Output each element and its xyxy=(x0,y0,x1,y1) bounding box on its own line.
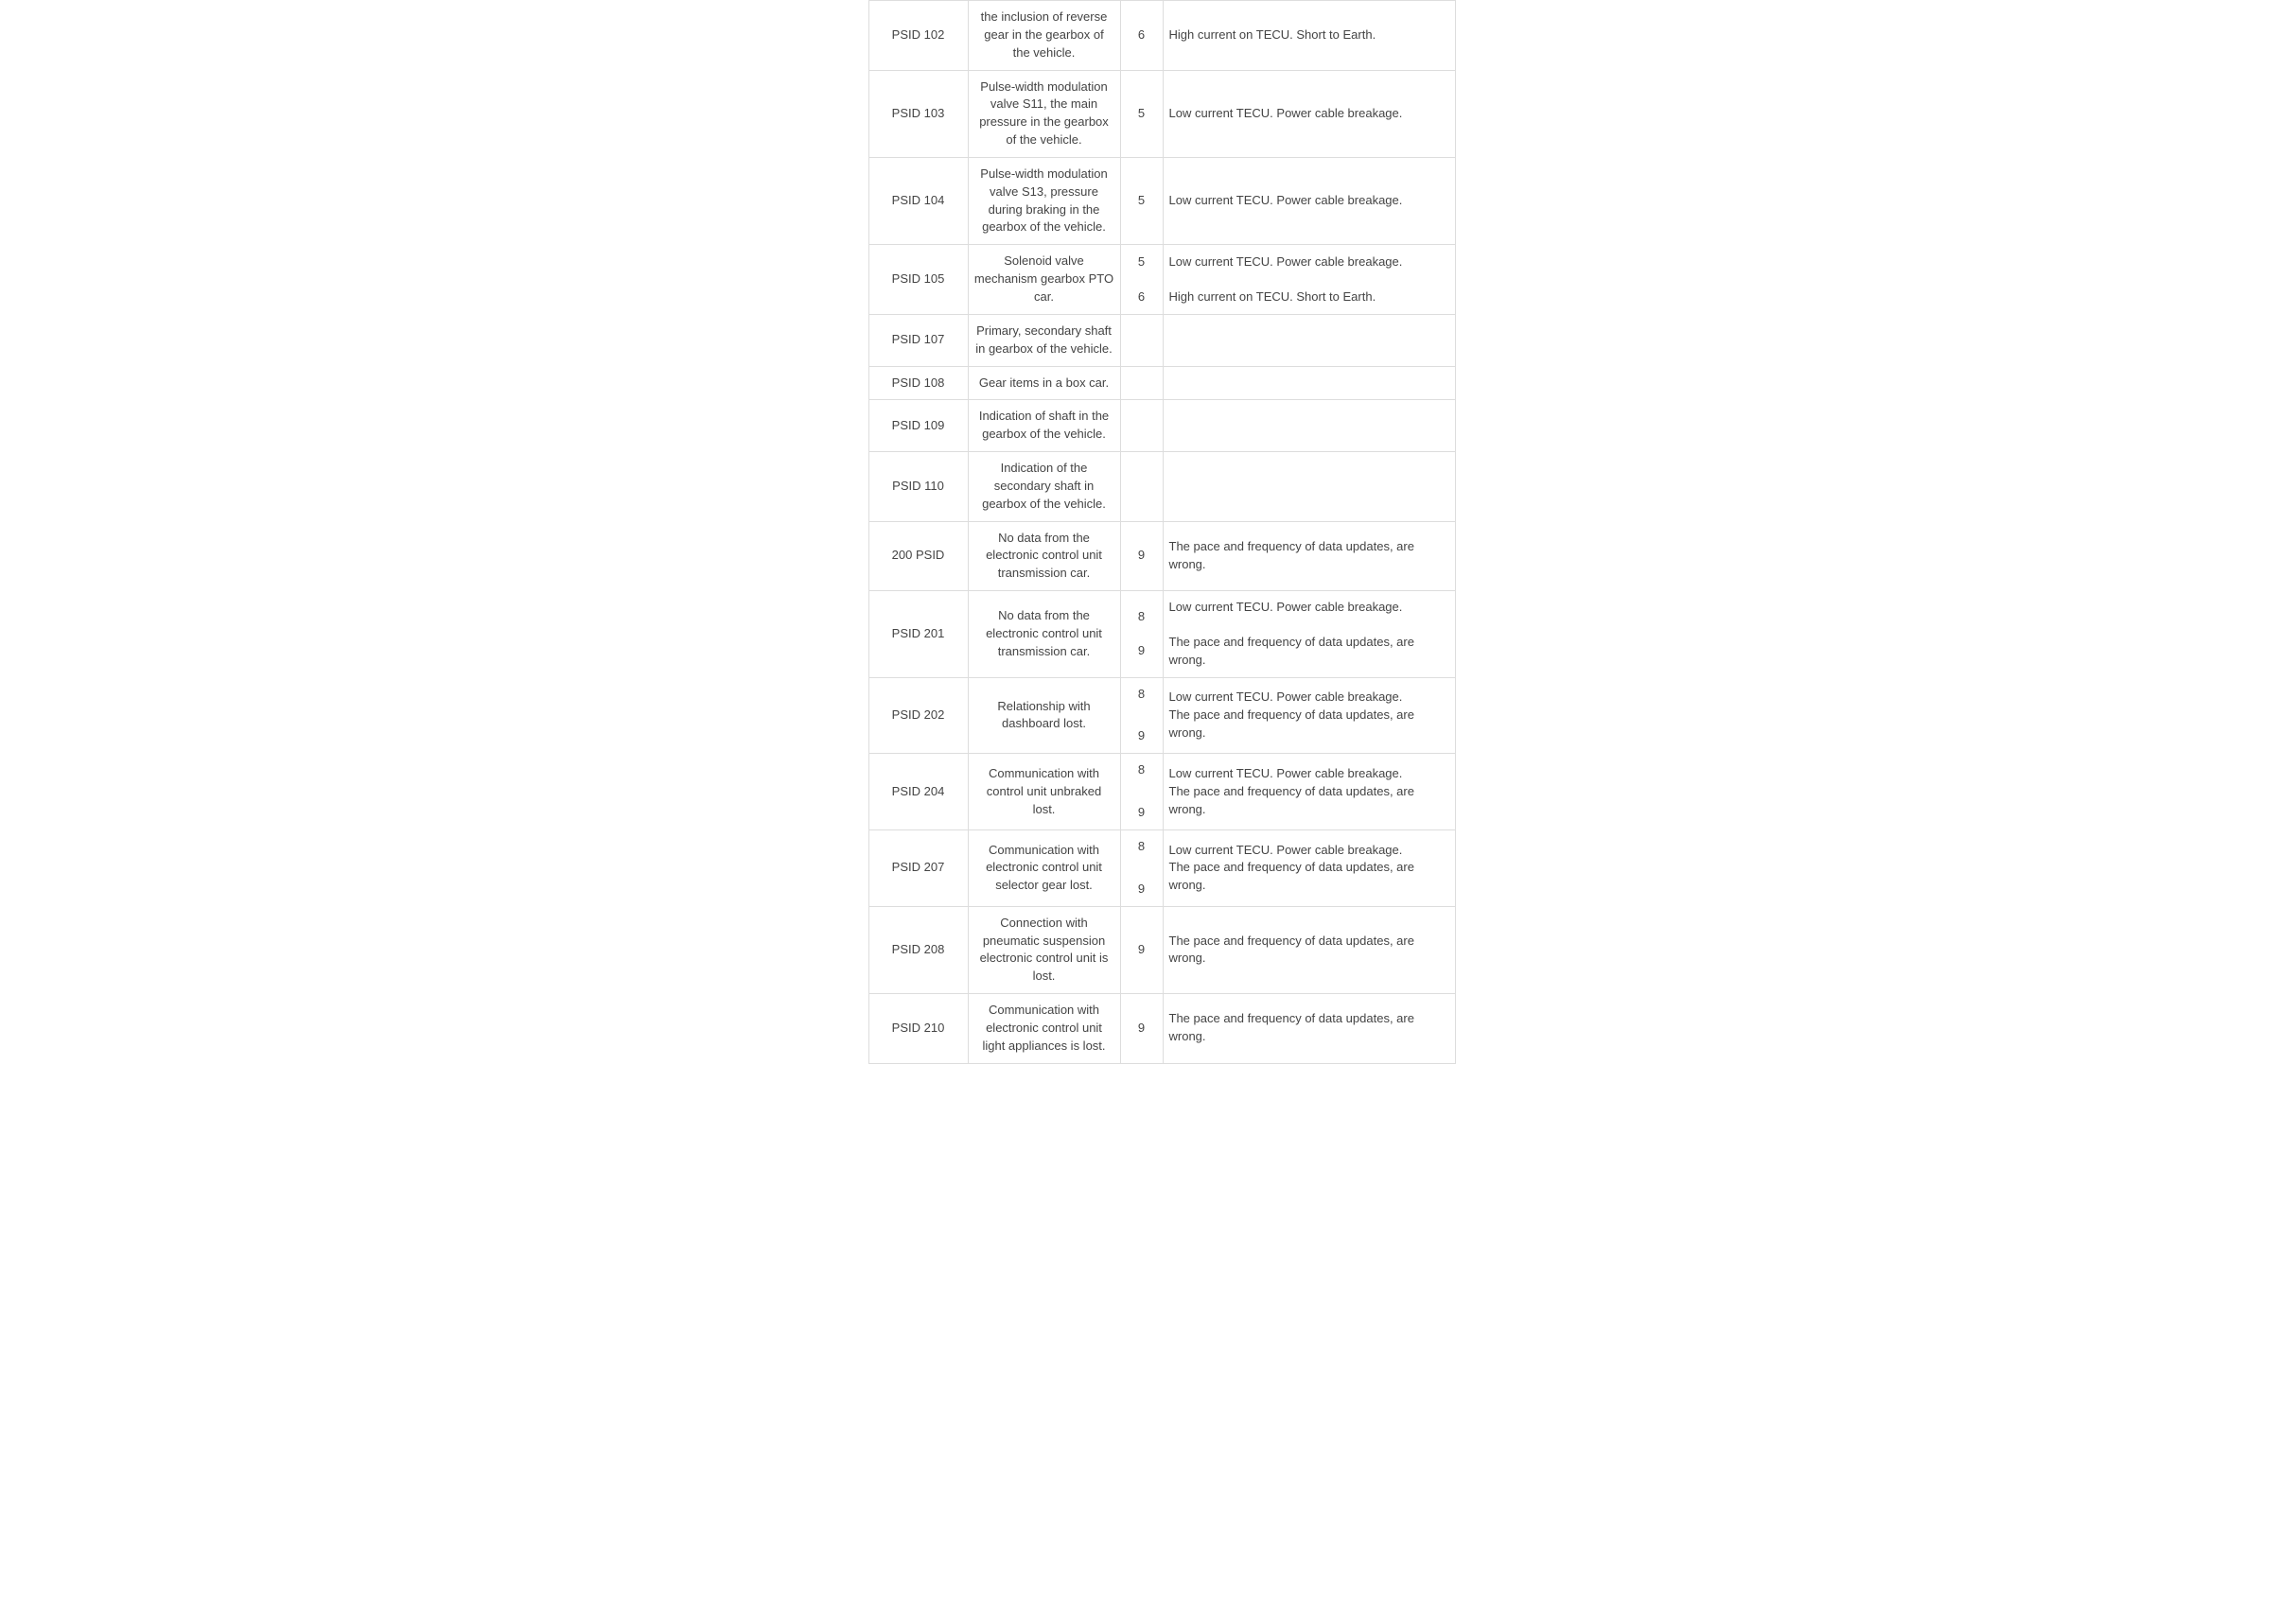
cell-code: PSID 201 xyxy=(868,591,968,678)
table-row: PSID 107 Primary, secondary shaft in gea… xyxy=(868,314,1455,366)
cell-reason: The pace and frequency of data updates, … xyxy=(1163,521,1455,591)
cell-fmi: 5 xyxy=(1120,70,1163,157)
cell-reason: Low current TECU. Power cable breakage. … xyxy=(1163,591,1455,678)
table-row: PSID 210 Communication with electronic c… xyxy=(868,994,1455,1064)
cell-description: No data from the electronic control unit… xyxy=(968,591,1120,678)
cell-description: Gear items in a box car. xyxy=(968,366,1120,400)
cell-description: Indication of the secondary shaft in gea… xyxy=(968,452,1120,522)
cell-fmi xyxy=(1120,452,1163,522)
cell-fmi: 9 xyxy=(1120,521,1163,591)
cell-description: Solenoid valve mechanism gearbox PTO car… xyxy=(968,245,1120,315)
cell-code: PSID 210 xyxy=(868,994,968,1064)
cell-code: PSID 202 xyxy=(868,677,968,754)
cell-fmi: 5 xyxy=(1120,157,1163,244)
cell-fmi: 9 xyxy=(1120,906,1163,993)
fault-codes-table: PSID 102 the inclusion of reverse gear i… xyxy=(868,0,1456,1064)
table-row: PSID 105 Solenoid valve mechanism gearbo… xyxy=(868,245,1455,315)
table-row: PSID 109 Indication of shaft in the gear… xyxy=(868,400,1455,452)
table-row: PSID 201 No data from the electronic con… xyxy=(868,591,1455,678)
cell-code: PSID 109 xyxy=(868,400,968,452)
cell-code: PSID 208 xyxy=(868,906,968,993)
cell-reason: Low current TECU. Power cable breakage. … xyxy=(1163,754,1455,830)
table-row: PSID 110 Indication of the secondary sha… xyxy=(868,452,1455,522)
reason-text: Low current TECU. Power cable breakage. xyxy=(1169,253,1449,271)
cell-code: PSID 110 xyxy=(868,452,968,522)
fmi-value: 5 xyxy=(1127,253,1157,271)
cell-reason: The pace and frequency of data updates, … xyxy=(1163,994,1455,1064)
table-row: PSID 207 Communication with electronic c… xyxy=(868,830,1455,907)
cell-fmi: 8 9 xyxy=(1120,754,1163,830)
reason-text: Low current TECU. Power cable breakage. xyxy=(1169,599,1449,617)
cell-code: PSID 103 xyxy=(868,70,968,157)
cell-fmi: 9 xyxy=(1120,994,1163,1064)
fmi-value: 9 xyxy=(1127,804,1157,822)
cell-reason xyxy=(1163,400,1455,452)
cell-reason: Low current TECU. Power cable breakage. … xyxy=(1163,245,1455,315)
cell-description: Connection with pneumatic suspension ele… xyxy=(968,906,1120,993)
cell-reason: Low current TECU. Power cable breakage. … xyxy=(1163,830,1455,907)
cell-reason xyxy=(1163,452,1455,522)
reason-text: The pace and frequency of data updates, … xyxy=(1169,634,1449,670)
cell-fmi: 6 xyxy=(1120,1,1163,71)
table-row: PSID 108 Gear items in a box car. xyxy=(868,366,1455,400)
cell-description: Indication of shaft in the gearbox of th… xyxy=(968,400,1120,452)
cell-fmi: 8 9 xyxy=(1120,677,1163,754)
table-row: PSID 103 Pulse-width modulation valve S1… xyxy=(868,70,1455,157)
cell-reason xyxy=(1163,366,1455,400)
cell-code: PSID 107 xyxy=(868,314,968,366)
table-row: PSID 202 Relationship with dashboard los… xyxy=(868,677,1455,754)
page-container: PSID 102 the inclusion of reverse gear i… xyxy=(547,0,1750,1064)
cell-reason: Low current TECU. Power cable breakage. … xyxy=(1163,677,1455,754)
fmi-value: 8 xyxy=(1127,838,1157,856)
cell-description: Communication with control unit unbraked… xyxy=(968,754,1120,830)
table-row: PSID 102 the inclusion of reverse gear i… xyxy=(868,1,1455,71)
cell-code: 200 PSID xyxy=(868,521,968,591)
cell-description: No data from the electronic control unit… xyxy=(968,521,1120,591)
reason-text: High current on TECU. Short to Earth. xyxy=(1169,288,1449,306)
cell-code: PSID 108 xyxy=(868,366,968,400)
cell-reason: Low current TECU. Power cable breakage. xyxy=(1163,157,1455,244)
cell-reason: The pace and frequency of data updates, … xyxy=(1163,906,1455,993)
fmi-value: 9 xyxy=(1127,727,1157,745)
fmi-value: 6 xyxy=(1127,288,1157,306)
cell-description: Communication with electronic control un… xyxy=(968,994,1120,1064)
table-row: PSID 104 Pulse-width modulation valve S1… xyxy=(868,157,1455,244)
table-row: PSID 208 Connection with pneumatic suspe… xyxy=(868,906,1455,993)
cell-description: Primary, secondary shaft in gearbox of t… xyxy=(968,314,1120,366)
cell-description: Communication with electronic control un… xyxy=(968,830,1120,907)
cell-reason: High current on TECU. Short to Earth. xyxy=(1163,1,1455,71)
cell-reason: Low current TECU. Power cable breakage. xyxy=(1163,70,1455,157)
table-row: 200 PSID No data from the electronic con… xyxy=(868,521,1455,591)
cell-description: Relationship with dashboard lost. xyxy=(968,677,1120,754)
cell-code: PSID 102 xyxy=(868,1,968,71)
cell-fmi xyxy=(1120,400,1163,452)
cell-code: PSID 105 xyxy=(868,245,968,315)
fmi-value: 9 xyxy=(1127,642,1157,660)
cell-code: PSID 104 xyxy=(868,157,968,244)
cell-code: PSID 207 xyxy=(868,830,968,907)
cell-fmi xyxy=(1120,314,1163,366)
fmi-value: 8 xyxy=(1127,761,1157,779)
cell-reason xyxy=(1163,314,1455,366)
cell-description: Pulse-width modulation valve S11, the ma… xyxy=(968,70,1120,157)
table-row: PSID 204 Communication with control unit… xyxy=(868,754,1455,830)
cell-fmi xyxy=(1120,366,1163,400)
cell-code: PSID 204 xyxy=(868,754,968,830)
fmi-value: 8 xyxy=(1127,686,1157,704)
fmi-value: 9 xyxy=(1127,881,1157,899)
cell-fmi: 8 9 xyxy=(1120,591,1163,678)
cell-description: the inclusion of reverse gear in the gea… xyxy=(968,1,1120,71)
cell-description: Pulse-width modulation valve S13, pressu… xyxy=(968,157,1120,244)
fmi-value: 8 xyxy=(1127,608,1157,626)
cell-fmi: 8 9 xyxy=(1120,830,1163,907)
cell-fmi: 5 6 xyxy=(1120,245,1163,315)
